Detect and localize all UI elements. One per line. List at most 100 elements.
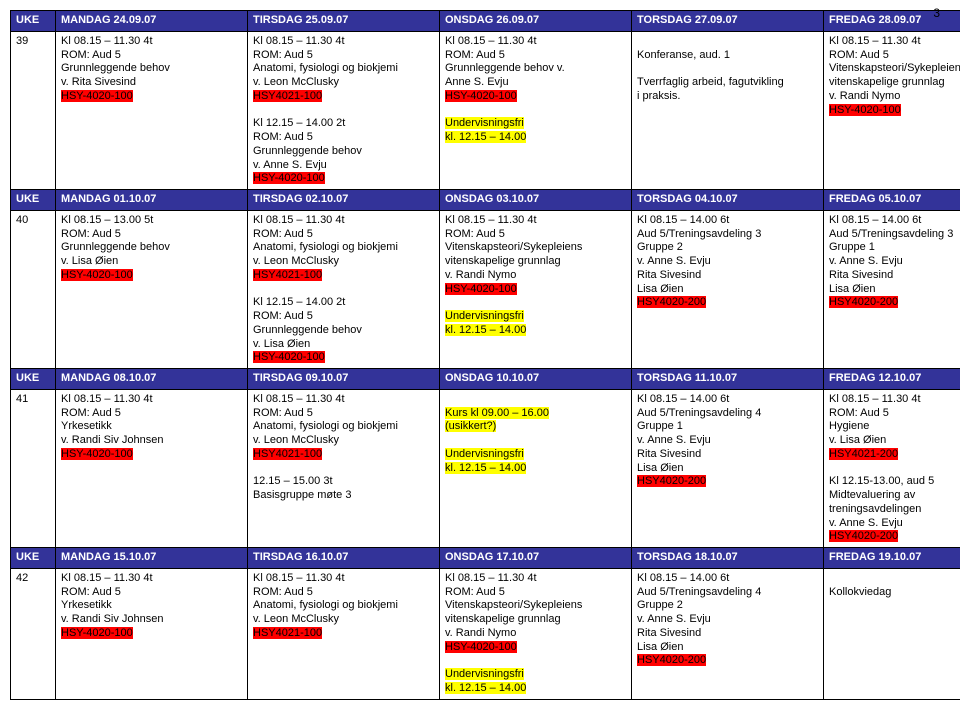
day-header: MANDAG 01.10.07 — [56, 190, 248, 211]
day-header: FREDAG 05.10.07 — [824, 190, 960, 211]
schedule-table: UKEMANDAG 24.09.07TIRSDAG 25.09.07ONSDAG… — [10, 10, 960, 700]
day-cell-tue: Kl 08.15 – 11.30 4tROM: Aud 5Anatomi, fy… — [248, 210, 440, 368]
cell-line: Kl 12.15 – 14.00 2t — [253, 296, 434, 310]
day-header: ONSDAG 17.10.07 — [440, 548, 632, 569]
cell-line: Kl 08.15 – 11.30 4t — [61, 35, 242, 49]
day-cell-wed: Kl 08.15 – 11.30 4tROM: Aud 5Grunnleggen… — [440, 31, 632, 189]
cell-line: HSY4020-200 — [637, 475, 706, 487]
day-cell-mon: Kl 08.15 – 13.00 5tROM: Aud 5Grunnleggen… — [56, 210, 248, 368]
cell-line: Kurs kl 09.00 – 16.00 — [445, 407, 549, 419]
cell-line: Grunnleggende behov — [253, 324, 434, 338]
cell-line — [637, 35, 818, 49]
day-cell-wed: Kurs kl 09.00 – 16.00(usikkert?) Undervi… — [440, 389, 632, 547]
cell-line: ROM: Aud 5 — [253, 310, 434, 324]
cell-line: HSY-4020-100 — [61, 448, 133, 460]
cell-line: Rita Sivesind — [637, 269, 818, 283]
cell-line: Kl 12.15 – 14.00 2t — [253, 117, 434, 131]
cell-line: HSY-4020-100 — [61, 90, 133, 102]
day-cell-thu: Kl 08.15 – 14.00 6tAud 5/Treningsavdelin… — [632, 210, 824, 368]
cell-line: Vitenskapsteori/Sykepleiens — [445, 241, 626, 255]
week-number: 39 — [11, 31, 56, 189]
uke-header: UKE — [11, 369, 56, 390]
cell-line: HSY4020-200 — [637, 296, 706, 308]
cell-line: v. Randi Nymo — [829, 90, 960, 104]
week-number: 41 — [11, 389, 56, 547]
cell-line: HSY-4020-100 — [61, 269, 133, 281]
cell-line: HSY-4020-100 — [445, 283, 517, 295]
cell-line: Kl 08.15 – 11.30 4t — [253, 572, 434, 586]
cell-line: Aud 5/Treningsavdeling 4 — [637, 586, 818, 600]
cell-line: ROM: Aud 5 — [829, 407, 960, 421]
cell-line — [253, 462, 434, 476]
cell-line: HSY4021-100 — [253, 269, 322, 281]
week-number: 40 — [11, 210, 56, 368]
cell-line: HSY4020-200 — [637, 654, 706, 666]
cell-line: Kl 08.15 – 11.30 4t — [445, 572, 626, 586]
cell-line: Yrkesetikk — [61, 599, 242, 613]
day-cell-thu: Kl 08.15 – 14.00 6tAud 5/Treningsavdelin… — [632, 389, 824, 547]
cell-line: Grunnleggende behov — [61, 62, 242, 76]
cell-line: Anatomi, fysiologi og biokjemi — [253, 241, 434, 255]
cell-line: Kl 08.15 – 14.00 6t — [637, 572, 818, 586]
day-cell-mon: Kl 08.15 – 11.30 4tROM: Aud 5Yrkesetikkv… — [56, 389, 248, 547]
cell-line: Kl 08.15 – 11.30 4t — [253, 393, 434, 407]
day-cell-fri: Kollokviedag — [824, 568, 960, 699]
cell-line — [445, 393, 626, 407]
cell-line: Rita Sivesind — [829, 269, 960, 283]
day-cell-mon: Kl 08.15 – 11.30 4tROM: Aud 5Grunnleggen… — [56, 31, 248, 189]
cell-line: Kl 08.15 – 11.30 4t — [445, 214, 626, 228]
cell-line: ROM: Aud 5 — [253, 49, 434, 63]
day-header: FREDAG 19.10.07 — [824, 548, 960, 569]
cell-line: HSY-4020-100 — [61, 627, 133, 639]
uke-header: UKE — [11, 11, 56, 32]
cell-line: ROM: Aud 5 — [61, 49, 242, 63]
cell-line: v. Lisa Øien — [829, 434, 960, 448]
cell-line: v. Anne S. Evju — [637, 613, 818, 627]
cell-line: Kl 08.15 – 11.30 4t — [445, 35, 626, 49]
cell-line: Kollokviedag — [829, 586, 960, 600]
cell-line: Aud 5/Treningsavdeling 4 — [637, 407, 818, 421]
day-header: ONSDAG 26.09.07 — [440, 11, 632, 32]
cell-line: v. Anne S. Evju — [637, 255, 818, 269]
day-cell-thu: Konferanse, aud. 1 Tverrfaglig arbeid, f… — [632, 31, 824, 189]
cell-line: Kl 08.15 – 11.30 4t — [253, 214, 434, 228]
cell-line: kl. 12.15 – 14.00 — [445, 682, 526, 694]
cell-line: v. Lisa Øien — [253, 338, 434, 352]
cell-line: Kl 08.15 – 11.30 4t — [829, 35, 960, 49]
day-header: TORSDAG 27.09.07 — [632, 11, 824, 32]
cell-line: ROM: Aud 5 — [445, 228, 626, 242]
cell-line: Kl 08.15 – 11.30 4t — [61, 393, 242, 407]
cell-line: Vitenskapsteori/Sykepleiens — [829, 62, 960, 76]
cell-line: kl. 12.15 – 14.00 — [445, 462, 526, 474]
cell-line: Kl 08.15 – 13.00 5t — [61, 214, 242, 228]
cell-line — [829, 462, 960, 476]
day-cell-tue: Kl 08.15 – 11.30 4tROM: Aud 5Anatomi, fy… — [248, 31, 440, 189]
cell-line: Undervisningsfri — [445, 117, 524, 129]
cell-line: Grunnleggende behov — [61, 241, 242, 255]
cell-line: ROM: Aud 5 — [253, 228, 434, 242]
cell-line: HSY-4020-100 — [829, 104, 901, 116]
cell-line: ROM: Aud 5 — [61, 407, 242, 421]
cell-line — [253, 283, 434, 297]
cell-line: HSY-4020-100 — [445, 90, 517, 102]
cell-line: HSY4021-100 — [253, 90, 322, 102]
day-header: TIRSDAG 16.10.07 — [248, 548, 440, 569]
cell-line: v. Randi Nymo — [445, 269, 626, 283]
cell-line: vitenskapelige grunnlag — [445, 255, 626, 269]
cell-line: v. Rita Sivesind — [61, 76, 242, 90]
cell-line: ROM: Aud 5 — [445, 586, 626, 600]
cell-line: treningsavdelingen — [829, 503, 960, 517]
page-number: 3 — [933, 6, 940, 20]
cell-line: Undervisningsfri — [445, 668, 524, 680]
day-cell-fri: Kl 08.15 – 14.00 6tAud 5/Treningsavdelin… — [824, 210, 960, 368]
day-cell-wed: Kl 08.15 – 11.30 4tROM: Aud 5Vitenskapst… — [440, 568, 632, 699]
cell-line: HSY4020-200 — [829, 530, 898, 542]
cell-line: kl. 12.15 – 14.00 — [445, 324, 526, 336]
week-header-row: UKEMANDAG 08.10.07TIRSDAG 09.10.07ONSDAG… — [11, 369, 960, 390]
cell-line: Yrkesetikk — [61, 420, 242, 434]
cell-line: Undervisningsfri — [445, 448, 524, 460]
uke-header: UKE — [11, 190, 56, 211]
cell-line: Rita Sivesind — [637, 627, 818, 641]
cell-line: v. Randi Nymo — [445, 627, 626, 641]
cell-line: ROM: Aud 5 — [61, 586, 242, 600]
